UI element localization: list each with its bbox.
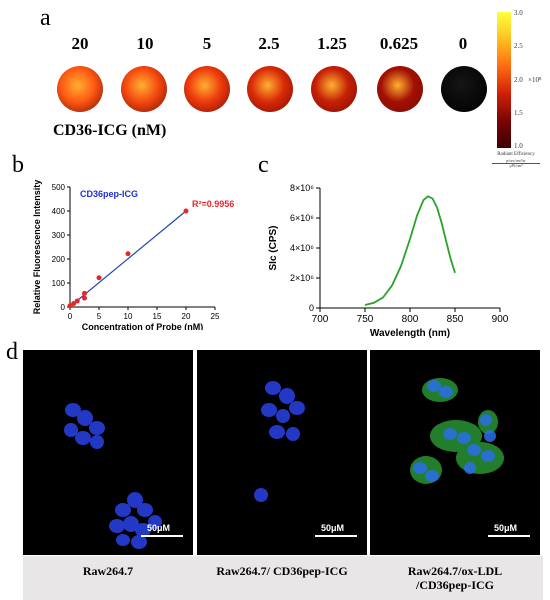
concentration-label: 10 (136, 34, 154, 53)
data-point (82, 295, 87, 301)
caption-raw264-7-ox-ldl: Raw264.7/ox-LDL /CD36pep-ICG (370, 564, 540, 592)
colorbar-tick: 1.0 (514, 142, 523, 150)
x-tick-label: 5 (97, 312, 102, 321)
caption-line: Raw264.7/ CD36pep-ICG (216, 564, 348, 578)
caption-bar (23, 556, 543, 600)
caption-line: /CD36pep-ICG (415, 578, 494, 592)
y-axis-label: SIc (CPS) (268, 225, 279, 270)
x-tick-label: 800 (402, 314, 419, 325)
scale-bar (141, 535, 183, 537)
well-1-25nm (311, 66, 357, 112)
micrograph-raw264-7-ox-ldl-cd36pep-icg: 50μM (370, 350, 540, 555)
concentration-label: 1.25 (317, 34, 347, 53)
colorbar-exponent: ×10⁸ (528, 76, 542, 84)
data-point (71, 301, 77, 307)
radiant-efficiency-colorbar (497, 12, 511, 148)
y-tick-label: 6×10⁶ (290, 213, 314, 223)
x-tick-label: 15 (153, 312, 162, 321)
micrograph-raw264-7: 50μM (23, 350, 193, 555)
concentration-label: 5 (202, 34, 212, 53)
panel-c-letter: c (258, 152, 269, 178)
r-squared-annotation: R²=0.9956 (192, 199, 234, 209)
x-tick-label: 0 (68, 312, 73, 321)
y-tick-label: 500 (52, 183, 66, 192)
colorbar-tick: 1.5 (514, 109, 523, 117)
x-axis-label: Concentration of Probe (nM) (82, 322, 204, 330)
y-tick-label: 300 (52, 231, 66, 240)
x-tick-label: 25 (211, 312, 220, 321)
probe-axis-label: CD36-ICG (nM) (53, 122, 167, 139)
colorbar-tick: 2.5 (514, 42, 523, 50)
caption-line: Raw264.7 (82, 564, 134, 578)
well-5nm (184, 66, 230, 112)
y-tick-label: 4×10⁶ (290, 243, 314, 253)
y-tick-label: 0 (61, 303, 66, 312)
scale-bar (315, 535, 357, 537)
colorbar-tick: 2.0 (514, 76, 523, 84)
y-tick-label: 8×10⁶ (290, 183, 314, 193)
series-legend: CD36pep-ICG (80, 189, 138, 199)
x-tick-label: 900 (492, 314, 509, 325)
concentration-label: 0.625 (379, 34, 419, 53)
cell-fluorescence-image (410, 378, 504, 484)
data-point (183, 208, 189, 214)
concentration-label: 0 (458, 34, 468, 53)
y-axis-label: Relative Fluorescence Intensity (32, 180, 42, 315)
caption-raw264-7: Raw264.7 (23, 564, 193, 578)
x-tick-label: 20 (182, 312, 191, 321)
cell-nuclei-image (254, 381, 305, 502)
micrograph-raw264-7-cd36pep-icg: 50μM (197, 350, 367, 555)
y-tick-label: 200 (52, 255, 66, 264)
y-tick-label: 2×10⁶ (290, 273, 314, 283)
colorbar-units-denominator: μW/cm² (509, 163, 523, 168)
scale-bar-label: 50μM (494, 523, 518, 533)
colorbar-title: Radiant Efficiency (497, 152, 535, 157)
panel-d-letter: d (6, 339, 18, 365)
calibration-scatter-chart: 0 5 10 15 20 25 0 100 200 300 400 500 CD36pep-ICG R²=… (32, 180, 234, 330)
emission-spectrum-chart: 700 750 800 850 900 0 2×10⁶ 4×10⁶ 6×10⁶ 8×10⁶ Wave… (268, 183, 509, 339)
caption-line: Raw264.7/ox-LDL (407, 564, 503, 578)
scale-bar-label: 50μM (321, 523, 345, 533)
x-tick-label: 750 (357, 314, 374, 325)
data-point (125, 251, 131, 257)
well-0-625nm (377, 66, 423, 112)
caption-raw264-7-cd36pep-icg: Raw264.7/ CD36pep-ICG (197, 564, 367, 578)
fit-line (69, 210, 187, 307)
well-2-5nm (247, 66, 293, 112)
y-tick-label: 100 (52, 279, 66, 288)
x-tick-label: 700 (312, 314, 329, 325)
colorbar-units-numerator: p/sec/cm²/sr (492, 158, 540, 164)
y-tick-label: 0 (309, 303, 314, 313)
x-axis-label: Wavelength (nm) (370, 328, 450, 339)
panel-b-letter: b (12, 152, 24, 178)
data-point (74, 298, 80, 304)
cell-nuclei-image (64, 403, 162, 549)
panel-a-letter: a (40, 5, 51, 31)
data-point (67, 303, 73, 309)
spectrum-line (364, 195, 456, 306)
x-tick-label: 850 (447, 314, 464, 325)
concentration-label: 20 (71, 34, 89, 53)
scale-bar-label: 50μM (147, 523, 171, 533)
colorbar-tick: 3.0 (514, 9, 523, 17)
well-20nm (57, 66, 103, 112)
y-tick-label: 400 (52, 207, 66, 216)
concentration-label: 2.5 (258, 34, 280, 53)
well-10nm (121, 66, 167, 112)
data-point (96, 275, 102, 281)
data-point (82, 290, 87, 296)
well-0nm (441, 66, 487, 112)
x-tick-label: 10 (124, 312, 133, 321)
scale-bar (488, 535, 530, 537)
